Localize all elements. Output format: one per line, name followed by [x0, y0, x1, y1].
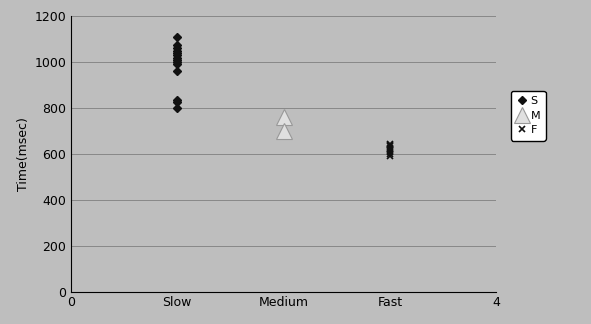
Line: M: M — [275, 109, 292, 139]
F — [387, 142, 394, 145]
S — [174, 56, 181, 60]
S — [174, 69, 181, 73]
S — [174, 46, 181, 50]
S — [174, 35, 181, 39]
S — [174, 51, 181, 55]
S — [174, 98, 181, 102]
S — [174, 43, 181, 47]
S — [174, 53, 181, 57]
S — [174, 63, 181, 66]
F — [387, 148, 394, 152]
M — [280, 129, 287, 133]
Legend: S, M, F: S, M, F — [511, 91, 545, 141]
F — [387, 150, 394, 154]
S — [174, 60, 181, 64]
F — [387, 144, 394, 148]
F — [387, 152, 394, 156]
S — [174, 100, 181, 104]
F — [387, 143, 394, 147]
F — [387, 154, 394, 158]
S — [174, 58, 181, 62]
F — [387, 146, 394, 150]
Line: F: F — [387, 140, 394, 160]
Line: S: S — [174, 34, 180, 111]
Y-axis label: Time(msec): Time(msec) — [17, 117, 30, 191]
S — [174, 106, 181, 110]
F — [387, 147, 394, 151]
M — [280, 115, 287, 119]
S — [174, 49, 181, 52]
